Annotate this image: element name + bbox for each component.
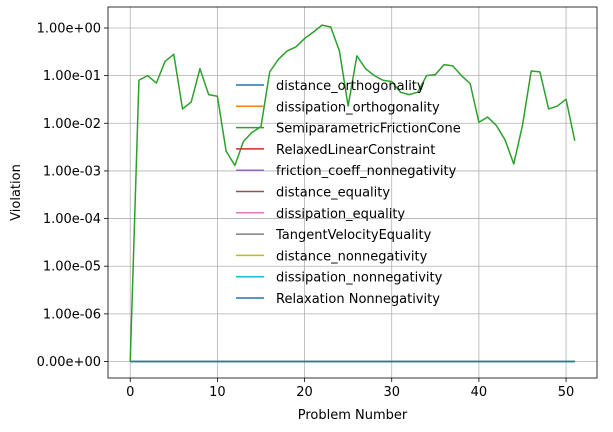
x-tick-label: 0 bbox=[126, 385, 134, 400]
legend-entry: distance_nonnegativity bbox=[276, 249, 428, 264]
x-tick-label: 10 bbox=[209, 385, 226, 400]
legend-entry: Relaxation Nonnegativity bbox=[276, 292, 440, 307]
x-tick-label: 20 bbox=[296, 385, 313, 400]
legend-entry: friction_coeff_nonnegativity bbox=[276, 164, 457, 179]
legend-entry: SemiparametricFrictionCone bbox=[276, 122, 461, 137]
plot-area-frame bbox=[107, 6, 598, 379]
legend-entry: dissipation_nonnegativity bbox=[276, 271, 443, 286]
legend-entry: distance_orthogonality bbox=[276, 79, 425, 94]
y-tick-label: 1.00e-05 bbox=[43, 260, 101, 275]
y-tick-label: 0.00e+00 bbox=[37, 355, 101, 370]
y-tick-label: 1.00e-04 bbox=[43, 212, 101, 227]
y-tick-label: 1.00e-01 bbox=[43, 69, 101, 84]
axis-ticks: 0 10 20 30 40 50 0.00e+00 1.00e-06 1.00e-05 1.00e… bbox=[37, 22, 575, 401]
grid bbox=[108, 7, 597, 378]
series-lines bbox=[129, 24, 576, 363]
x-tick-label: 40 bbox=[471, 385, 488, 400]
x-tick-label: 50 bbox=[558, 385, 575, 400]
legend-entry: TangentVelocityEquality bbox=[275, 228, 432, 243]
y-tick-label: 1.00e-06 bbox=[43, 307, 101, 322]
series-line bbox=[129, 24, 576, 362]
y-tick-label: 1.00e+00 bbox=[37, 22, 101, 37]
y-tick-label: 1.00e-03 bbox=[43, 164, 101, 179]
legend-entry: distance_equality bbox=[276, 186, 390, 201]
legend-entry: dissipation_orthogonality bbox=[276, 100, 440, 115]
legend-entry: dissipation_equality bbox=[276, 207, 405, 222]
x-tick-label: 30 bbox=[383, 385, 400, 400]
legend: distance_orthogonality dissipation_orthog… bbox=[236, 79, 461, 307]
y-tick-label: 1.00e-02 bbox=[43, 117, 101, 132]
legend-entry: RelaxedLinearConstraint bbox=[276, 143, 435, 158]
x-axis-label: Problem Number bbox=[298, 408, 408, 423]
y-axis-label: Violation bbox=[9, 164, 24, 221]
